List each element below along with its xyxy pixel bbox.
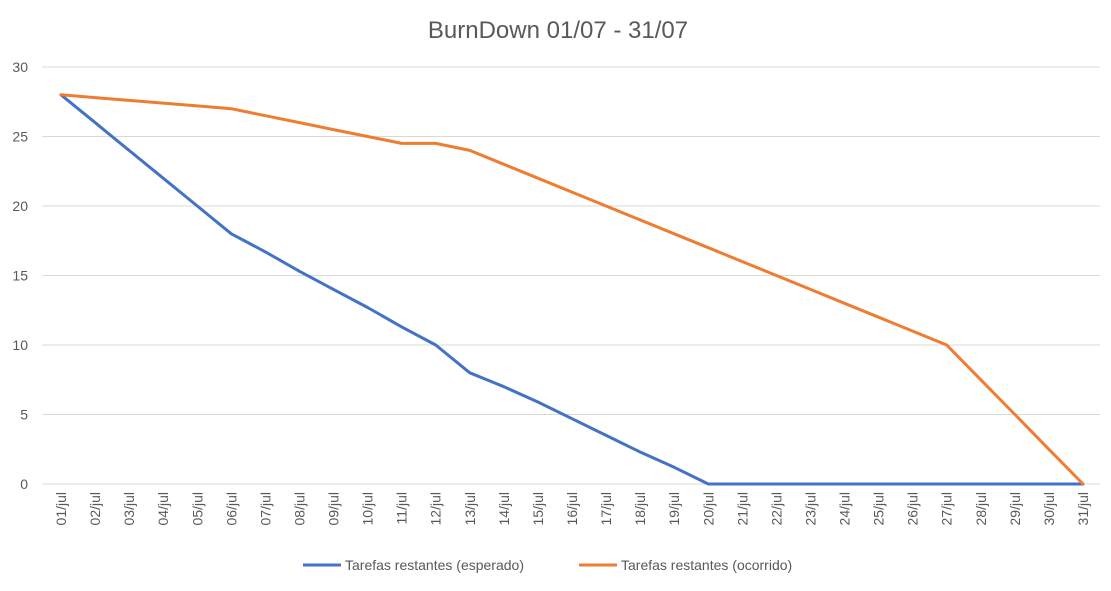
x-tick-label: 03/jul <box>121 492 137 525</box>
chart-title: BurnDown 01/07 - 31/07 <box>428 17 688 44</box>
x-tick-label: 22/jul <box>768 492 784 525</box>
y-tick-label: 5 <box>20 407 28 423</box>
x-tick-label: 29/jul <box>1007 492 1023 525</box>
x-tick-label: 31/jul <box>1075 492 1091 525</box>
x-tick-label: 06/jul <box>223 492 239 525</box>
x-tick-label: 20/jul <box>700 492 716 525</box>
x-tick-label: 14/jul <box>496 492 512 525</box>
gridlines <box>42 66 1100 485</box>
legend: Tarefas restantes (esperado) Tarefas rest… <box>303 557 792 573</box>
x-tick-label: 19/jul <box>666 492 682 525</box>
x-tick-label: 26/jul <box>905 492 921 525</box>
x-tick-label: 28/jul <box>973 492 989 525</box>
x-tick-label: 12/jul <box>428 492 444 525</box>
x-tick-label: 21/jul <box>734 492 750 525</box>
series-line-esperado <box>59 93 1085 486</box>
x-tick-label: 13/jul <box>462 492 478 525</box>
y-tick-label: 10 <box>12 337 28 353</box>
x-tick-label: 09/jul <box>326 492 342 525</box>
x-tick-label: 24/jul <box>837 492 853 525</box>
x-tick-label: 23/jul <box>802 492 818 525</box>
x-tick-label: 25/jul <box>871 492 887 525</box>
series-lines <box>59 93 1085 486</box>
y-tick-label: 15 <box>12 268 28 284</box>
x-tick-label: 04/jul <box>155 492 171 525</box>
x-tick-label: 17/jul <box>598 492 614 525</box>
x-tick-label: 10/jul <box>360 492 376 525</box>
y-axis-ticks: 0 5 10 15 20 25 30 <box>12 59 28 492</box>
x-axis-ticks: 01/jul 02/jul 03/jul 04/jul 05/jul 06/jul 07/j… <box>53 492 1091 525</box>
legend-label: Tarefas restantes (esperado) <box>345 557 524 573</box>
x-tick-label: 01/jul <box>53 492 69 525</box>
y-tick-label: 30 <box>12 59 28 75</box>
x-tick-label: 30/jul <box>1041 492 1057 525</box>
x-tick-label: 05/jul <box>189 492 205 525</box>
x-tick-label: 02/jul <box>87 492 103 525</box>
x-tick-label: 15/jul <box>530 492 546 525</box>
series-line-ocorrido <box>59 93 1085 486</box>
x-tick-label: 27/jul <box>939 492 955 525</box>
y-tick-label: 0 <box>20 476 28 492</box>
legend-label: Tarefas restantes (ocorrido) <box>621 557 792 573</box>
x-tick-label: 11/jul <box>394 492 410 524</box>
x-tick-label: 16/jul <box>564 492 580 525</box>
x-tick-label: 08/jul <box>291 492 307 525</box>
y-tick-label: 20 <box>12 198 28 214</box>
x-tick-label: 18/jul <box>632 492 648 525</box>
x-tick-label: 07/jul <box>257 492 273 525</box>
y-tick-label: 25 <box>12 129 28 145</box>
